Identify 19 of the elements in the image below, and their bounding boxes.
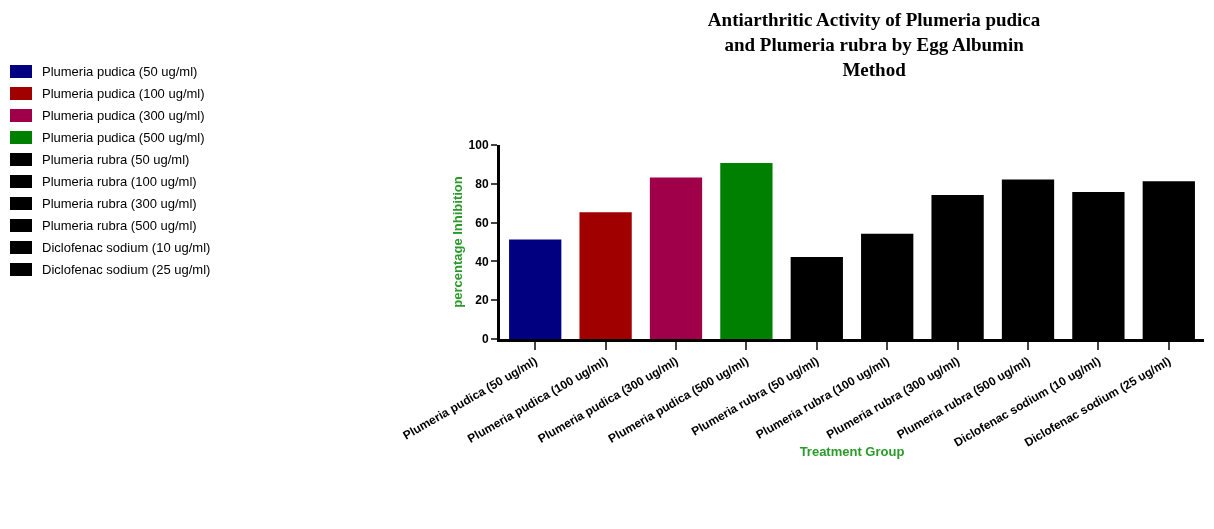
legend-label: Plumeria rubra (500 ug/ml) <box>42 217 197 233</box>
y-tick-label: 100 <box>468 138 489 153</box>
y-tick-label: 0 <box>481 332 489 347</box>
legend-label: Plumeria pudica (500 ug/ml) <box>42 129 205 145</box>
legend-label: Plumeria pudica (300 ug/ml) <box>42 107 205 123</box>
x-axis-title: Treatment Group <box>799 443 905 459</box>
legend-label: Plumeria rubra (100 ug/ml) <box>42 173 197 189</box>
legend-label: Plumeria pudica (50 ug/ml) <box>42 63 198 79</box>
legend-label: Plumeria rubra (50 ug/ml) <box>42 151 190 167</box>
y-tick-label: 20 <box>475 293 489 308</box>
chart-title: Antiarthritic Activity of Plumeria pudica and Plumeria rubra by Egg Albumin Method <box>707 9 1041 80</box>
y-tick-label: 80 <box>475 177 489 191</box>
legend-label: Diclofenac sodium (25 ug/ml) <box>42 261 211 277</box>
y-tick-label: 40 <box>475 254 489 269</box>
y-axis-title: percentage Inhibition <box>450 176 465 308</box>
legend-label: Plumeria rubra (300 ug/ml) <box>42 195 197 211</box>
legend-label: Plumeria pudica (100 ug/ml) <box>42 85 205 101</box>
legend-label: Diclofenac sodium (10 ug/ml) <box>42 239 211 255</box>
y-tick-label: 60 <box>475 215 489 230</box>
